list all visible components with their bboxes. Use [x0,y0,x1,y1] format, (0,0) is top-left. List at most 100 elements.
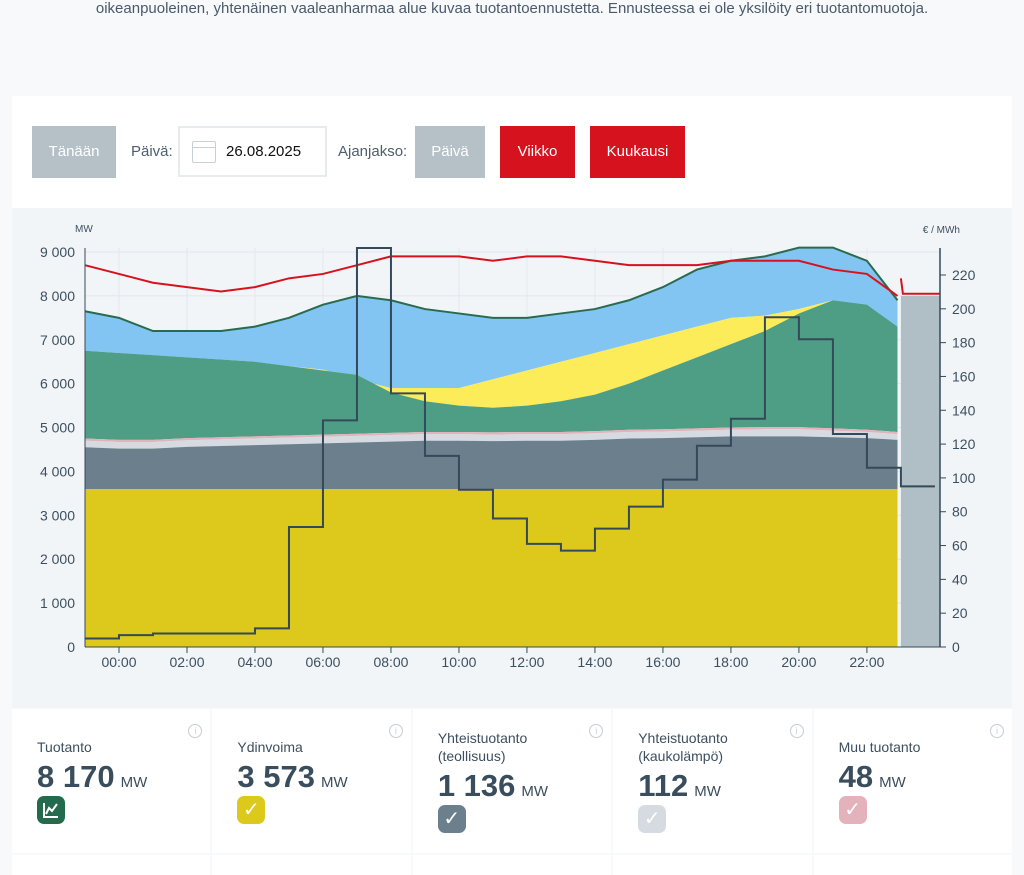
y2-tick-label: 100 [952,470,976,486]
date-input[interactable]: 26.08.2025 [178,126,327,177]
check-icon[interactable]: ✓ [838,796,867,824]
y-tick-label: 3 000 [40,507,75,523]
calendar-icon [192,141,216,163]
chp-district-area [85,429,898,449]
unit: MW [879,774,906,791]
info-icon[interactable]: i [388,724,403,738]
consumption-line [84,255,899,297]
value: 8 170 [37,759,115,794]
y-tick-label: 5 000 [40,420,75,436]
card-production: i Tuotanto 8 170 MW [12,709,211,853]
unit: MW [694,783,721,800]
check-icon[interactable]: ✓ [437,805,466,833]
x-tick-label: 06:00 [305,654,340,670]
y2-tick-label: 160 [952,368,976,384]
chp-industry-area [85,436,898,489]
card-value: 1 136 MW [438,768,548,804]
summary-cards: i Tuotanto 8 170 MW i Ydinvoima 3 573 MW ✓… [12,709,1013,870]
y-tick-label: 6 000 [40,376,75,392]
card-title: Tuotanto [37,739,92,755]
card-value: 48 MW [839,759,906,795]
y2-tick-label: 0 [952,639,960,655]
nuclear-area [85,489,898,647]
y-tick-label: 4 000 [40,463,75,479]
x-tick-label: 08:00 [373,654,408,670]
title-line2: (kaukolämpö) [638,748,724,764]
right-unit-label: € / MWh [923,225,960,236]
x-tick-label: 20:00 [781,654,816,670]
period-day-button[interactable]: Päivä [415,126,485,178]
card-chp-industry: i Yhteistuotanto (teollisuus) 1 136 MW ✓ [412,709,612,853]
y2-tick-label: 60 [952,538,968,554]
value: 1 136 [437,768,516,803]
x-tick-label: 18:00 [713,654,748,670]
value: 48 [838,759,874,794]
value: 3 573 [237,759,315,794]
check-icon[interactable]: ✓ [638,805,667,833]
chart-svg: 0 1 000 2 000 3 000 4 000 5 000 6 000 7 000 8 00… [40,224,976,670]
period-month-button[interactable]: Kuukausi [590,126,685,178]
next-cards-row [12,855,1013,875]
y-tick-label: 8 000 [40,288,75,304]
card-title: Yhteistuotanto (teollisuus) [438,729,528,853]
y2-tick-label: 20 [952,605,968,621]
info-icon[interactable]: i [589,724,604,738]
unit: MW [120,774,148,791]
card-title: Yhteistuotanto (kaukolämpö) [638,729,728,853]
wind-area [85,300,898,440]
y-tick-label: 0 [67,639,75,655]
total-production-line [84,246,899,332]
x-tick-label: 04:00 [237,654,272,670]
card-other: i Muu tuotanto 48 MW ✓ [813,709,1013,853]
y-tick-label: 1 000 [40,595,75,611]
y-tick-label: 2 000 [40,551,75,567]
card-value: 8 170 MW [37,759,147,795]
card-title: Ydinvoima [237,739,303,755]
x-tick-label: 22:00 [849,654,884,670]
y2-tick-label: 140 [952,402,976,418]
unit: MW [521,783,549,800]
y2-tick-label: 180 [952,335,976,351]
unit: MW [320,774,348,791]
y-tick-label: 9 000 [40,244,75,260]
price-line [85,246,935,640]
left-unit-label: MW [75,224,93,235]
check-icon[interactable]: ✓ [237,796,266,824]
controls-panel: Tänään Päivä: 26.08.2025 Ajanjakso: Päiv… [12,96,1012,208]
solar-area [85,300,898,408]
y2-tick-label: 120 [952,436,976,452]
x-tick-label: 00:00 [101,654,136,670]
x-tick-label: 12:00 [509,654,544,670]
day-label: Päivä: [131,143,173,160]
period-week-button[interactable]: Viikko [500,126,575,178]
intro-text: oikeanpuoleinen, yhtenäinen vaaleanharma… [95,0,929,17]
chart-icon[interactable] [37,796,65,824]
y2-tick-label: 80 [952,504,968,520]
title-line1: Yhteistuotanto [437,730,528,746]
x-tick-label: 10:00 [441,654,476,670]
y2-tick-label: 40 [952,571,968,587]
card-value: 3 573 MW [237,759,347,795]
info-icon[interactable]: i [789,724,804,738]
period-label: Ajanjakso: [338,143,408,160]
x-tick-label: 16:00 [645,654,680,670]
card-chp-district: i Yhteistuotanto (kaukolämpö) 112 MW ✓ [613,709,812,853]
y2-tick-label: 200 [952,301,976,317]
x-tick-label: 02:00 [169,654,204,670]
title-line2: (teollisuus) [437,748,506,764]
info-icon[interactable]: i [990,724,1005,738]
today-button[interactable]: Tänään [32,126,116,178]
title-line1: Yhteistuotanto [638,730,728,746]
date-value: 26.08.2025 [226,143,302,160]
y2-tick-label: 220 [952,267,976,283]
card-nuclear: i Ydinvoima 3 573 MW ✓ [212,709,411,853]
value: 112 [638,768,689,803]
forecast-area [900,295,940,647]
info-icon[interactable]: i [188,724,203,738]
other-area [85,427,898,443]
consumption-forecast-line [899,278,940,295]
y-tick-label: 7 000 [40,332,75,348]
production-chart: 0 1 000 2 000 3 000 4 000 5 000 6 000 7 000 8 00… [12,208,1012,708]
card-value: 112 MW [638,768,721,804]
card-title: Muu tuotanto [838,739,921,755]
